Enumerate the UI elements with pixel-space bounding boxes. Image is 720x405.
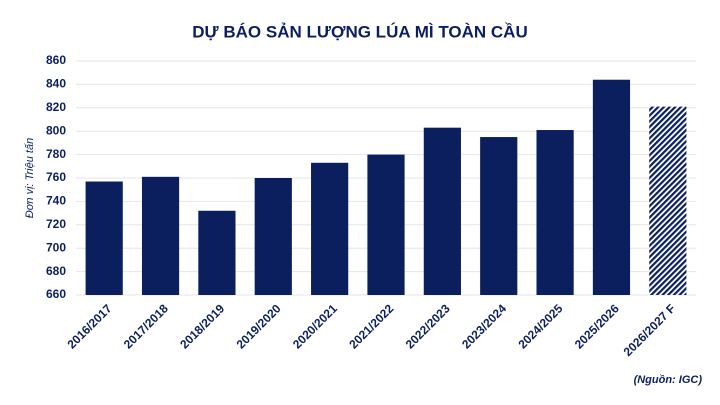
y-tick-label: 740 — [46, 194, 66, 208]
y-tick-label: 760 — [46, 170, 66, 184]
y-tick-label: 700 — [46, 240, 66, 254]
x-tick-label: 2020/2021 — [290, 301, 340, 351]
bar — [311, 162, 349, 295]
x-tick-label: 2022/2023 — [403, 301, 453, 351]
y-axis-label: Đơn vị: Triệu tấn — [24, 138, 36, 218]
bar — [141, 176, 180, 295]
x-tick-label: 2017/2018 — [121, 301, 171, 351]
bar — [254, 178, 292, 295]
y-tick-label: 840 — [46, 77, 66, 91]
y-tick-label: 820 — [46, 100, 66, 114]
source-note: (Nguồn: IGC) — [634, 374, 703, 386]
bar — [536, 130, 574, 295]
x-tick-label: 2024/2025 — [515, 301, 565, 351]
x-tick-label: 2016/2017 — [65, 301, 115, 351]
y-tick-label: 660 — [46, 287, 66, 301]
y-tick-label: 720 — [46, 217, 66, 231]
bar — [592, 79, 631, 295]
y-tick-label: 680 — [46, 264, 66, 278]
bar — [649, 106, 687, 295]
bar — [480, 137, 518, 295]
x-tick-label: 2018/2019 — [177, 301, 227, 351]
x-tick-label: 2019/2020 — [234, 301, 284, 351]
y-tick-label: 860 — [46, 53, 66, 67]
x-tick-label: 2025/2026 — [572, 301, 622, 351]
bar — [423, 127, 461, 295]
y-tick-label: 800 — [46, 123, 66, 137]
chart-title: DỰ BÁO SẢN LƯỢNG LÚA MÌ TOÀN CẦU — [192, 22, 527, 41]
x-tick-label: 2021/2022 — [346, 301, 396, 351]
x-tick-label: 2023/2024 — [459, 301, 509, 351]
bar — [198, 210, 236, 295]
x-tick-label: 2026/2027 F — [621, 301, 679, 359]
bar — [367, 154, 405, 295]
y-tick-label: 780 — [46, 147, 66, 161]
bar — [85, 181, 123, 295]
